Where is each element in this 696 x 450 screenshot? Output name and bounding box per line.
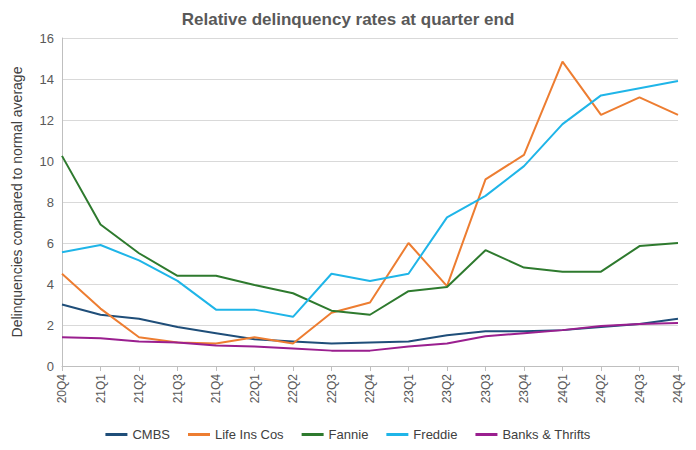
svg-text:21Q4: 21Q4 xyxy=(209,374,223,404)
svg-text:22Q1: 22Q1 xyxy=(248,374,262,404)
svg-text:14: 14 xyxy=(40,72,54,87)
svg-text:4: 4 xyxy=(47,277,54,292)
svg-text:21Q1: 21Q1 xyxy=(94,374,108,404)
svg-text:16: 16 xyxy=(40,31,54,46)
svg-text:Freddie: Freddie xyxy=(413,427,457,442)
svg-text:23Q1: 23Q1 xyxy=(402,374,416,404)
svg-text:21Q3: 21Q3 xyxy=(171,374,185,404)
svg-text:23Q3: 23Q3 xyxy=(479,374,493,404)
svg-text:Fannie: Fannie xyxy=(329,427,369,442)
svg-text:23Q4: 23Q4 xyxy=(517,374,531,404)
svg-text:24Q1: 24Q1 xyxy=(556,374,570,404)
svg-text:Life Ins Cos: Life Ins Cos xyxy=(215,427,284,442)
svg-text:10: 10 xyxy=(40,154,54,169)
svg-text:2: 2 xyxy=(47,318,54,333)
svg-text:20Q4: 20Q4 xyxy=(55,374,69,404)
svg-text:0: 0 xyxy=(47,359,54,374)
svg-text:24Q4: 24Q4 xyxy=(671,374,685,404)
svg-text:CMBS: CMBS xyxy=(132,427,170,442)
svg-text:Banks & Thrifts: Banks & Thrifts xyxy=(502,427,590,442)
svg-text:22Q4: 22Q4 xyxy=(363,374,377,404)
svg-text:23Q2: 23Q2 xyxy=(440,374,454,404)
svg-text:8: 8 xyxy=(47,195,54,210)
svg-text:22Q2: 22Q2 xyxy=(286,374,300,404)
svg-text:Relative delinquency rates at: Relative delinquency rates at quarter en… xyxy=(182,10,515,29)
svg-text:Delinquencies compared to norm: Delinquencies compared to normal average xyxy=(9,66,25,337)
svg-text:22Q3: 22Q3 xyxy=(325,374,339,404)
svg-text:24Q3: 24Q3 xyxy=(633,374,647,404)
svg-text:6: 6 xyxy=(47,236,54,251)
svg-text:12: 12 xyxy=(40,113,54,128)
svg-text:21Q2: 21Q2 xyxy=(132,374,146,404)
svg-text:24Q2: 24Q2 xyxy=(594,374,608,404)
